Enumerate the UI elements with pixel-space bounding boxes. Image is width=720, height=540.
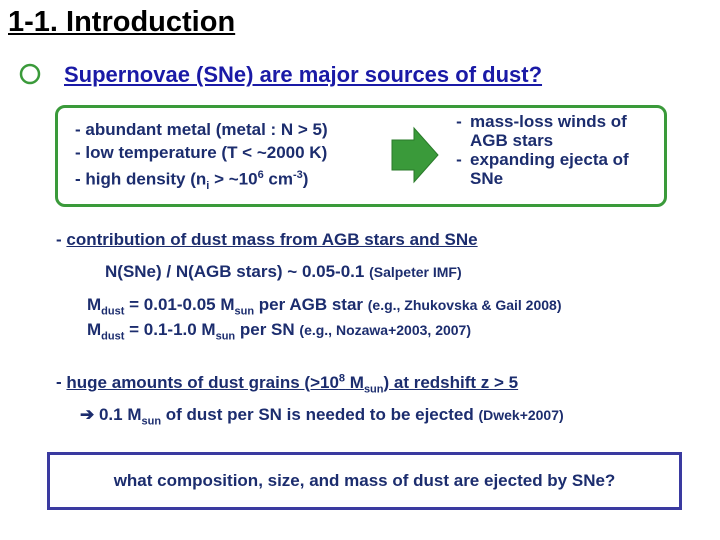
text: = 0.1-1.0 M [124, 320, 216, 339]
subscript: i [206, 180, 210, 193]
huge-line: - huge amounts of dust grains (>108 Msun… [56, 372, 518, 395]
text: ) [302, 169, 309, 189]
text: ) at redshift z > 5 [383, 372, 519, 392]
superscript: -3 [292, 169, 303, 181]
subscript: sun [234, 305, 255, 318]
citation: (Salpeter IMF) [369, 264, 462, 280]
mass-agb-line: Mdust = 0.01-0.05 Msun per AGB star (e.g… [87, 295, 562, 317]
subscript: sun [363, 383, 384, 396]
contribution-text: contribution of dust mass from AGB stars… [66, 230, 477, 249]
subscript: sun [215, 330, 236, 343]
conditions: - abundant metal (metal : N > 5) - low te… [75, 118, 328, 198]
condition-box [55, 105, 667, 207]
text: ➔ 0.1 M [80, 405, 142, 424]
text: per AGB star [254, 295, 368, 314]
condition: - low temperature (T < ~2000 K) [75, 141, 328, 164]
marker: - [456, 112, 462, 131]
text: - high density (n [75, 169, 207, 189]
condition: - abundant metal (metal : N > 5) [75, 118, 328, 141]
slide-title: 1-1. Introduction [8, 6, 236, 38]
marker: - [56, 230, 62, 249]
sources: - mass-loss winds of AGB stars - expanding … [448, 112, 648, 188]
text: cm [263, 169, 293, 189]
heading: Supernovae (SNe) are major sources of du… [64, 62, 543, 87]
source: - expanding ejecta of SNe [448, 150, 648, 188]
text: M [87, 295, 102, 314]
text: contribution of dust mass from AGB stars… [66, 230, 478, 249]
ratio-line: N(SNe) / N(AGB stars) ~ 0.05-0.1 (Salpet… [105, 262, 462, 282]
needed-line: ➔ 0.1 Msun of dust per SN is needed to b… [80, 405, 564, 427]
source-text: mass-loss winds of AGB stars [470, 112, 627, 150]
subscript: dust [101, 305, 125, 318]
citation: (Dwek+2007) [478, 407, 564, 423]
marker: - [56, 372, 62, 392]
question-box: what composition, size, and mass of dust… [47, 452, 682, 510]
bullet-circle [19, 63, 41, 85]
subscript: sun [141, 415, 162, 428]
text: huge amounts of dust grains (>10 [66, 372, 339, 392]
superscript: 8 [338, 372, 346, 384]
condition: - high density (ni > ~106 cm-3) [75, 164, 328, 198]
text: M [345, 372, 364, 392]
text: - abundant metal (metal : N > 5) [75, 120, 328, 139]
source: - mass-loss winds of AGB stars [448, 112, 648, 150]
text: N(SNe) / N(AGB stars) ~ 0.05-0.1 [105, 262, 370, 281]
marker: - [456, 150, 462, 169]
contribution-line: - contribution of dust mass from AGB sta… [56, 230, 478, 250]
arrow [391, 126, 439, 184]
source-text: expanding ejecta of SNe [470, 150, 629, 188]
citation: (e.g., Nozawa+2003, 2007) [299, 322, 471, 338]
text: = 0.01-0.05 M [124, 295, 235, 314]
text: - low temperature (T < ~2000 K) [75, 143, 328, 162]
question: what composition, size, and mass of dust… [113, 471, 616, 490]
superscript: 6 [257, 169, 264, 181]
text: > ~10 [209, 169, 258, 189]
text: per SN [235, 320, 300, 339]
text: M [87, 320, 102, 339]
mass-sn-line: Mdust = 0.1-1.0 Msun per SN (e.g., Nozaw… [87, 320, 471, 342]
citation: (e.g., Zhukovska & Gail 2008) [367, 297, 562, 313]
huge-text: huge amounts of dust grains (>108 Msun) … [66, 372, 519, 396]
text: of dust per SN is needed to be ejected [161, 405, 479, 424]
subscript: dust [101, 330, 125, 343]
